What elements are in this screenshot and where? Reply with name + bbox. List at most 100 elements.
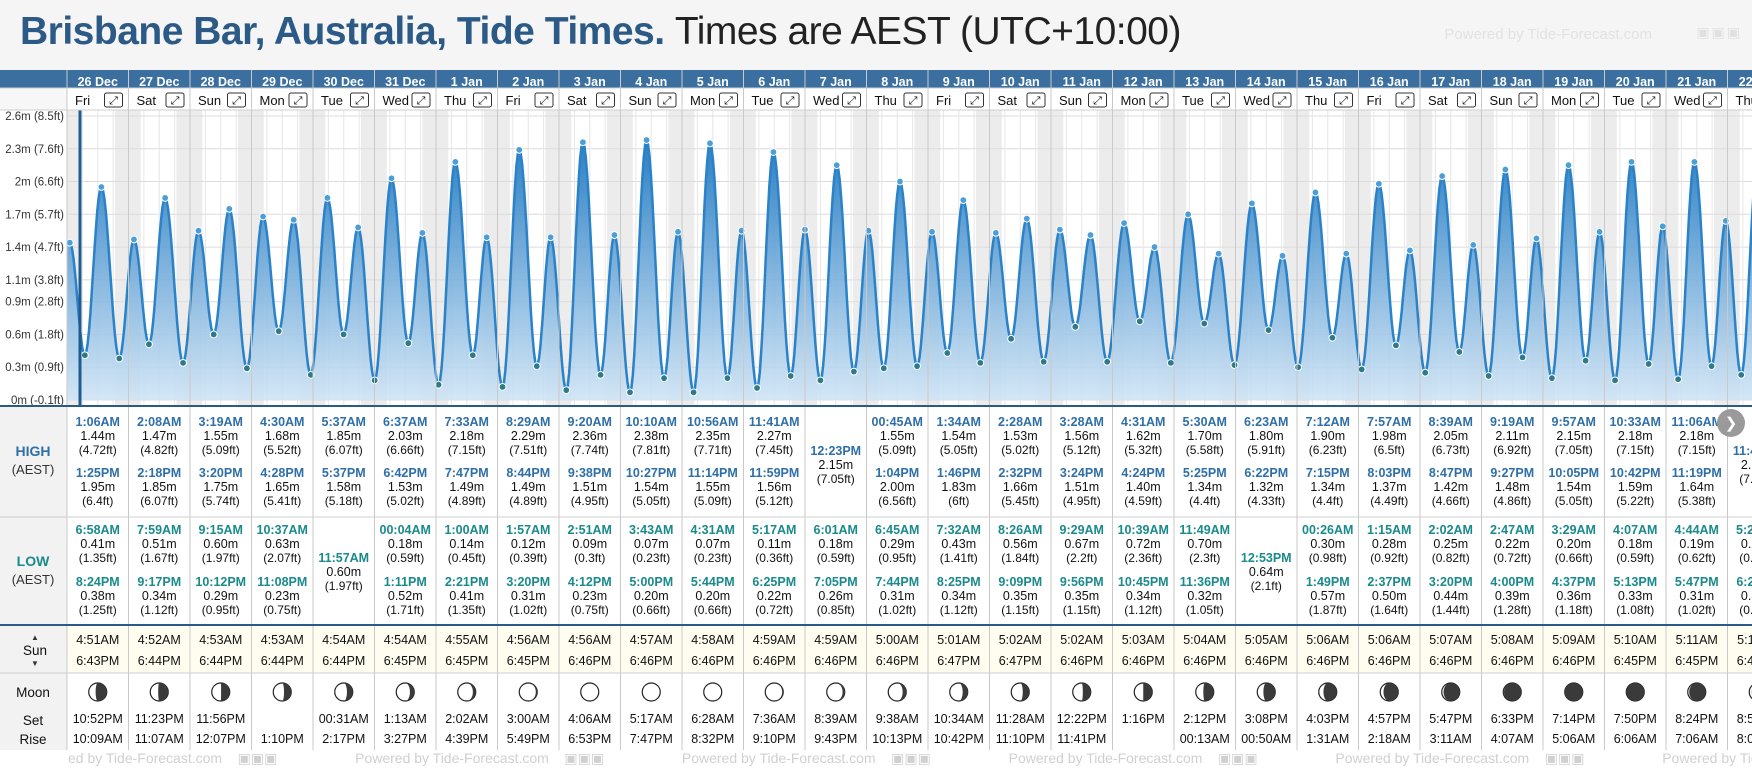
low-tide-time: 11:36PM (1180, 575, 1230, 589)
expand-day-button[interactable] (1457, 92, 1476, 108)
expand-icon[interactable]: ⤢ (294, 95, 303, 107)
expand-icon[interactable]: ⤢ (786, 95, 795, 107)
sunset-time: 6:46PM (630, 654, 673, 668)
expand-day-button[interactable] (1334, 92, 1353, 108)
low-tide-time: 2:47AM (1490, 523, 1534, 537)
low-tide-time: 10:12PM (195, 575, 246, 589)
expand-day-button[interactable] (350, 92, 369, 108)
expand-day-button[interactable] (965, 92, 984, 108)
low-tide-height-m: 0.35m (1064, 589, 1099, 603)
expand-icon[interactable]: ⤢ (171, 95, 180, 107)
expand-icon[interactable]: ⤢ (847, 95, 856, 107)
expand-icon[interactable]: ⤢ (1032, 95, 1041, 107)
expand-icon[interactable]: ⤢ (1339, 95, 1348, 107)
share-icons[interactable]: ▣▣▣ (1696, 24, 1742, 40)
low-tide-height-m: 0.20m (634, 589, 669, 603)
expand-day-button[interactable] (534, 92, 554, 108)
expand-day-button[interactable] (1703, 92, 1722, 108)
expand-icon[interactable]: ⤢ (109, 95, 118, 107)
expand-icon[interactable]: ⤢ (1278, 95, 1287, 107)
expand-day-button[interactable] (842, 92, 861, 108)
expand-day-button[interactable] (719, 92, 738, 108)
expand-icon[interactable]: ⤢ (355, 95, 364, 107)
moon-set-time: 8:24PM (1675, 712, 1718, 726)
expand-icon[interactable]: ⤢ (1708, 95, 1717, 107)
scroll-right-button[interactable] (1717, 409, 1745, 437)
expand-day-button[interactable] (165, 92, 185, 108)
moon-rise-time: 5:49PM (507, 732, 550, 746)
expand-day-button[interactable] (1149, 92, 1169, 108)
expand-day-button[interactable] (1580, 92, 1599, 108)
powered-by-watermark[interactable]: Powered by Tide-Forecast.com (1444, 26, 1652, 43)
expand-icon[interactable]: ⤢ (724, 95, 733, 107)
expand-icon[interactable]: ⤢ (663, 95, 672, 107)
moon-set-time: 10:34AM (934, 712, 984, 726)
high-tide-height-ft: (6ft) (948, 494, 969, 508)
expand-icon[interactable]: ⤢ (1462, 95, 1471, 107)
expand-day-button[interactable] (1026, 92, 1046, 108)
sunrise-time: 5:06AM (1306, 633, 1349, 647)
expand-day-button[interactable] (411, 92, 431, 108)
expand-icon[interactable]: ⤢ (1216, 95, 1225, 107)
moon-rise-time: 11:41PM (1057, 732, 1106, 746)
high-tide-height-ft: (5.32ft) (1124, 443, 1162, 457)
day-date: 11 Jan (1063, 75, 1101, 89)
expand-day-button[interactable] (288, 92, 308, 108)
high-tide-time: 10:05PM (1548, 466, 1599, 480)
expand-day-button[interactable] (473, 92, 492, 108)
low-tide-height-ft: (1.12ft) (1124, 603, 1162, 617)
low-tide-time: 5:00PM (629, 575, 673, 589)
expand-icon[interactable]: ⤢ (417, 95, 426, 107)
expand-day-button[interactable] (780, 92, 800, 108)
high-tide-time: 3:24PM (1060, 466, 1104, 480)
expand-icon[interactable]: ⤢ (478, 95, 487, 107)
y-tick-label: 0m (-0.1ft) (11, 395, 64, 407)
day-date: 15 Jan (1308, 75, 1347, 89)
expand-day-button[interactable] (1518, 92, 1538, 108)
expand-day-button[interactable] (596, 92, 615, 108)
expand-day-button[interactable] (1641, 92, 1661, 108)
expand-icon[interactable]: ⤢ (1585, 95, 1594, 107)
expand-day-button[interactable] (104, 92, 123, 108)
expand-icon[interactable]: ⤢ (1401, 95, 1410, 107)
high-tide-point (387, 174, 396, 183)
high-tide-time: 5:37AM (322, 415, 366, 429)
expand-icon[interactable]: ⤢ (601, 95, 610, 107)
moon-set-time: 7:36AM (753, 712, 796, 726)
moon-phase-icon (641, 682, 661, 702)
sunrise-time: 5:00AM (876, 633, 919, 647)
day-date: 18 Jan (1493, 75, 1532, 89)
chevron-right-icon[interactable]: ❯ (1725, 415, 1738, 432)
sunrise-time: 5:01AM (937, 633, 980, 647)
expand-icon[interactable]: ⤢ (540, 95, 549, 107)
low-tide-height-ft: (1.05ft) (1186, 603, 1224, 617)
expand-day-button[interactable] (657, 92, 677, 108)
high-tide-height-m: 1.32m (1249, 480, 1284, 494)
low-tide-time: 4:12PM (568, 575, 612, 589)
moon-shadow (1203, 683, 1214, 701)
low-tide-point (879, 364, 888, 373)
expand-icon[interactable]: ⤢ (1093, 95, 1102, 107)
expand-day-button[interactable] (1211, 92, 1230, 108)
expand-icon[interactable]: ⤢ (1155, 95, 1164, 107)
expand-icon[interactable]: ⤢ (1524, 95, 1533, 107)
low-tide-point (306, 370, 315, 379)
expand-icon[interactable]: ⤢ (1647, 95, 1656, 107)
y-tick-label: 1.7m (5.7ft) (5, 209, 64, 221)
expand-icon[interactable]: ⤢ (232, 95, 241, 107)
expand-day-button[interactable] (227, 92, 246, 108)
high-tide-time: 6:42PM (383, 466, 427, 480)
high-tide-point (1184, 210, 1192, 219)
day-date: 3 Jan (574, 75, 606, 89)
sunset-time: 6:45PM (1614, 654, 1657, 668)
moon-rise-time: 10:42PM (934, 732, 984, 746)
expand-icon[interactable]: ⤢ (909, 95, 918, 107)
expand-day-button[interactable] (903, 92, 923, 108)
page-title: Brisbane Bar, Australia, Tide Times. Tim… (20, 10, 1181, 54)
expand-icon[interactable]: ⤢ (970, 95, 979, 107)
low-tide-time: 1:49PM (1306, 575, 1350, 589)
low-tide-height-ft: (1.71ft) (386, 603, 424, 617)
expand-day-button[interactable] (1272, 92, 1292, 108)
expand-day-button[interactable] (1088, 92, 1107, 108)
expand-day-button[interactable] (1395, 92, 1415, 108)
